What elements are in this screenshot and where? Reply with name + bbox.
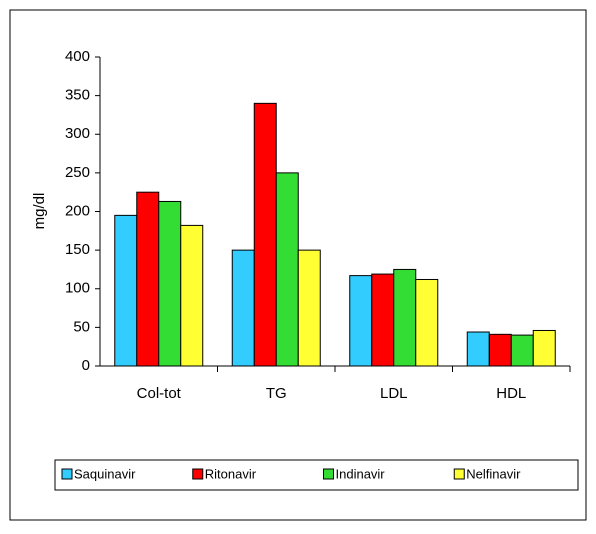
x-tick-label: Col-tot xyxy=(137,385,182,402)
bar xyxy=(180,224,204,367)
bar xyxy=(532,329,556,367)
bar xyxy=(466,331,490,367)
y-tick-label: 50 xyxy=(73,318,90,335)
legend-label: Indinavir xyxy=(336,466,386,481)
y-tick-label: 150 xyxy=(65,241,90,258)
bar xyxy=(393,268,417,367)
legend-label: Nelfinavir xyxy=(466,466,521,481)
bar xyxy=(275,172,299,367)
bar xyxy=(114,214,138,367)
x-tick-label: HDL xyxy=(496,385,526,402)
legend-swatch xyxy=(323,468,334,480)
y-tick-label: 250 xyxy=(65,164,90,181)
y-tick-label: 100 xyxy=(65,280,90,297)
bar xyxy=(349,275,373,367)
y-tick-label: 400 xyxy=(65,48,90,65)
bar xyxy=(253,102,277,367)
y-tick-label: 200 xyxy=(65,202,90,219)
bar xyxy=(136,191,160,367)
y-tick-label: 0 xyxy=(82,357,90,374)
legend-swatch xyxy=(453,468,465,480)
bar xyxy=(510,334,534,367)
bar xyxy=(231,249,255,367)
bar xyxy=(158,200,182,367)
bar xyxy=(415,278,439,367)
legend-swatch xyxy=(61,468,73,480)
legend: Saquinavir Ritonavir Indinavir Nelfinavir xyxy=(54,459,579,491)
bar xyxy=(297,249,321,367)
bar xyxy=(488,333,512,367)
bar xyxy=(371,273,395,367)
legend-swatch xyxy=(192,468,204,480)
y-tick-label: 350 xyxy=(65,87,90,104)
y-axis-label: mg/dl xyxy=(31,193,48,230)
x-tick-label: LDL xyxy=(380,385,408,402)
legend-label: Saquinavir xyxy=(74,466,136,481)
x-tick-label: TG xyxy=(266,385,287,402)
y-tick-label: 300 xyxy=(65,125,90,142)
legend-label: Ritonavir xyxy=(205,466,257,481)
legend-box xyxy=(54,459,579,491)
